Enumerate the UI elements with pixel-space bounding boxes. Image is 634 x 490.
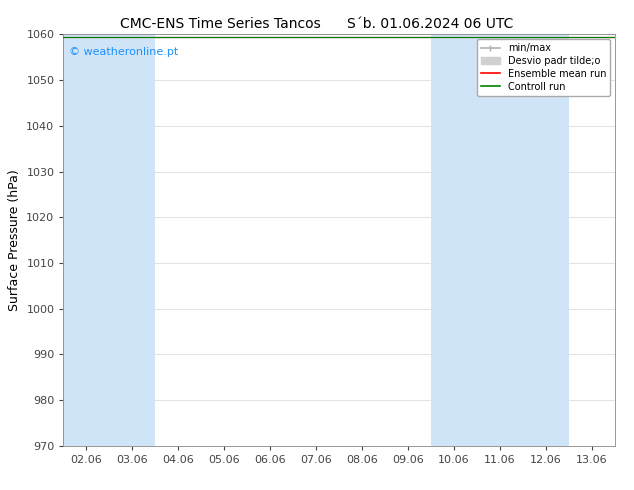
Legend: min/max, Desvio padr tilde;o, Ensemble mean run, Controll run: min/max, Desvio padr tilde;o, Ensemble m… [477, 39, 610, 96]
Text: © weatheronline.pt: © weatheronline.pt [69, 47, 178, 57]
Bar [431, 34, 477, 446]
Bar [110, 34, 155, 446]
Bar [615, 34, 634, 446]
Bar [523, 34, 569, 446]
Y-axis label: Surface Pressure (hPa): Surface Pressure (hPa) [8, 169, 21, 311]
Text: CMC-ENS Time Series Tancos      S´b. 01.06.2024 06 UTC: CMC-ENS Time Series Tancos S´b. 01.06.20… [120, 17, 514, 31]
Bar [477, 34, 523, 446]
Bar [63, 34, 110, 446]
